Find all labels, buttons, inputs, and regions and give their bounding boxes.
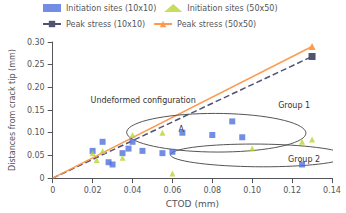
svg-text:A: A — [178, 125, 184, 134]
svg-text:0.05: 0.05 — [27, 151, 45, 160]
svg-text:Distances from crack tip (mm): Distances from crack tip (mm) — [8, 49, 17, 171]
svg-text:0: 0 — [40, 174, 45, 183]
svg-text:0: 0 — [50, 186, 55, 195]
svg-text:0.06: 0.06 — [164, 186, 182, 195]
svg-text:0.12: 0.12 — [283, 186, 301, 195]
svg-text:0.30: 0.30 — [27, 38, 45, 47]
svg-text:Peak stress (50x50): Peak stress (50x50) — [177, 20, 256, 29]
svg-text:0.15: 0.15 — [27, 106, 45, 115]
svg-text:CTOD (mm): CTOD (mm) — [166, 199, 219, 209]
svg-text:0.10: 0.10 — [243, 186, 261, 195]
svg-text:0.20: 0.20 — [27, 83, 45, 92]
svg-text:Undeformed configuration: Undeformed configuration — [91, 96, 196, 105]
svg-text:0.14: 0.14 — [323, 186, 341, 195]
svg-text:0.02: 0.02 — [84, 186, 102, 195]
svg-text:0.04: 0.04 — [124, 186, 142, 195]
svg-text:Group 1: Group 1 — [278, 101, 310, 110]
svg-text:Initiation sites (50x50): Initiation sites (50x50) — [187, 4, 277, 13]
svg-text:Peak stress (10x10): Peak stress (10x10) — [66, 20, 145, 29]
svg-text:Group 2: Group 2 — [288, 155, 320, 164]
svg-text:Initiation sites (10x10): Initiation sites (10x10) — [66, 4, 156, 13]
svg-text:0.08: 0.08 — [203, 186, 221, 195]
svg-text:0.25: 0.25 — [27, 60, 45, 69]
svg-text:0.10: 0.10 — [27, 128, 45, 137]
